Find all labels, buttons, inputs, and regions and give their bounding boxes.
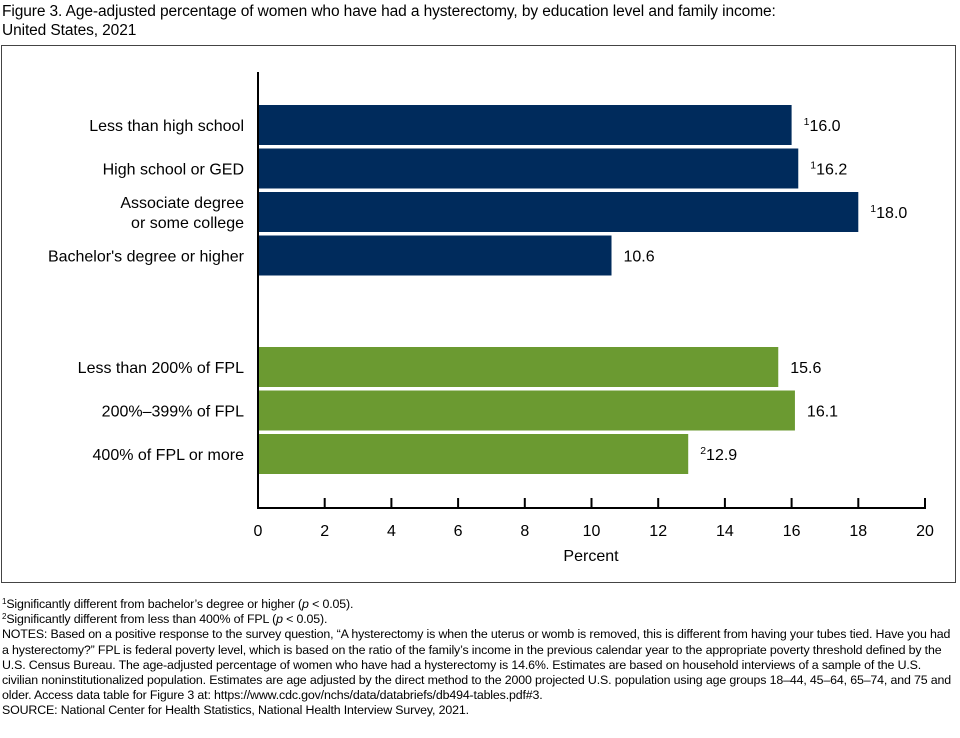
footnote-1-text-end: < 0.05). (308, 597, 354, 611)
footnote-2-text: Significantly different from less than 4… (6, 612, 277, 627)
value-number: 16.0 (809, 118, 840, 135)
x-tick-label: 16 (783, 523, 801, 540)
x-tick-label: 14 (716, 523, 734, 540)
category-label: Less than high school (89, 118, 244, 135)
category-label-line: Less than 200% of FPL (78, 360, 244, 377)
x-tick-label: 0 (254, 523, 263, 540)
bar-1-1 (259, 390, 795, 431)
bar-1-2 (259, 434, 689, 474)
bar-0-1 (259, 148, 799, 189)
footnote-1: 1Significantly different from bachelor’s… (2, 597, 958, 612)
value-footnote-mark: 1 (804, 116, 810, 128)
category-label-line: 200%–399% of FPL (102, 404, 244, 421)
value-label: 116.0 (804, 116, 841, 135)
category-label-line: High school or GED (103, 162, 244, 179)
value-number: 16.1 (807, 404, 838, 421)
source-text: SOURCE: National Center for Health Stati… (2, 703, 469, 718)
category-label-line: 400% of FPL or more (93, 447, 245, 464)
footnote-2: 2Significantly different from less than … (2, 612, 958, 627)
x-axis-title: Percent (563, 548, 619, 565)
category-label-line: Less than high school (89, 118, 244, 135)
value-number: 16.2 (816, 162, 847, 179)
value-label: 116.2 (810, 160, 847, 179)
category-label: Associate degree or some college (120, 195, 244, 232)
value-footnote-mark: 2 (700, 445, 706, 457)
category-label-line: or some college (131, 215, 244, 232)
footnote-2-text-end: < 0.05). (282, 612, 328, 627)
value-label: 15.6 (790, 360, 821, 377)
value-footnote-mark: 1 (870, 203, 876, 215)
category-label-line: Bachelor's degree or higher (48, 249, 245, 266)
category-label: 400% of FPL or more (93, 447, 245, 464)
value-number: 18.0 (876, 205, 907, 222)
footnote-2-mark: 2 (2, 612, 7, 622)
footnote-1-p: p (302, 597, 309, 611)
x-tick-label: 12 (649, 523, 667, 540)
bar-0-2 (259, 192, 859, 232)
x-tick-label: 8 (520, 523, 529, 540)
chart-frame (1, 45, 956, 583)
notes-text: NOTES: Based on a positive response to t… (2, 627, 952, 703)
bar-1-0 (259, 347, 779, 387)
value-footnote-mark: 1 (810, 160, 816, 172)
footnote-2-p: p (276, 612, 283, 627)
figure-title-line-1: Figure 3. Age-adjusted percentage of wom… (2, 3, 776, 20)
bar-0-3 (259, 235, 612, 276)
x-tick-label: 6 (454, 523, 463, 540)
category-labels-layer: Less than high school High school or GED A… (48, 118, 245, 464)
value-number: 12.9 (706, 447, 737, 464)
x-axis: 0 2 4 6 8 10 12 14 16 18 20 (254, 72, 934, 540)
bar-chart: Less than high school High school or GED A… (48, 72, 934, 565)
figure-title-line-2: United States, 2021 (2, 22, 137, 39)
category-label: 200%–399% of FPL (102, 404, 244, 421)
value-number: 15.6 (790, 360, 821, 377)
x-tick-label: 18 (849, 523, 867, 540)
category-label: Less than 200% of FPL (78, 360, 244, 377)
value-label: 118.0 (870, 203, 907, 222)
value-label: 10.6 (624, 249, 655, 266)
bar-0-0 (259, 105, 792, 145)
category-label: High school or GED (103, 162, 244, 179)
footnote-1-text: Significantly different from bachelor’s … (6, 597, 303, 611)
bars-layer (259, 105, 859, 474)
x-tick-label: 4 (387, 523, 396, 540)
footnote-1-mark: 1 (2, 597, 7, 606)
category-label-line: Associate degree (120, 195, 244, 212)
value-label: 212.9 (700, 445, 737, 464)
x-tick-label: 10 (583, 523, 601, 540)
value-label: 16.1 (807, 404, 838, 421)
figure-title: Figure 3. Age-adjusted percentage of wom… (2, 2, 952, 40)
x-tick-label: 2 (320, 523, 329, 540)
category-label: Bachelor's degree or higher (48, 249, 245, 266)
value-number: 10.6 (624, 249, 655, 266)
x-tick-label: 20 (916, 523, 934, 540)
footnotes: 1Significantly different from bachelor’s… (2, 597, 958, 719)
